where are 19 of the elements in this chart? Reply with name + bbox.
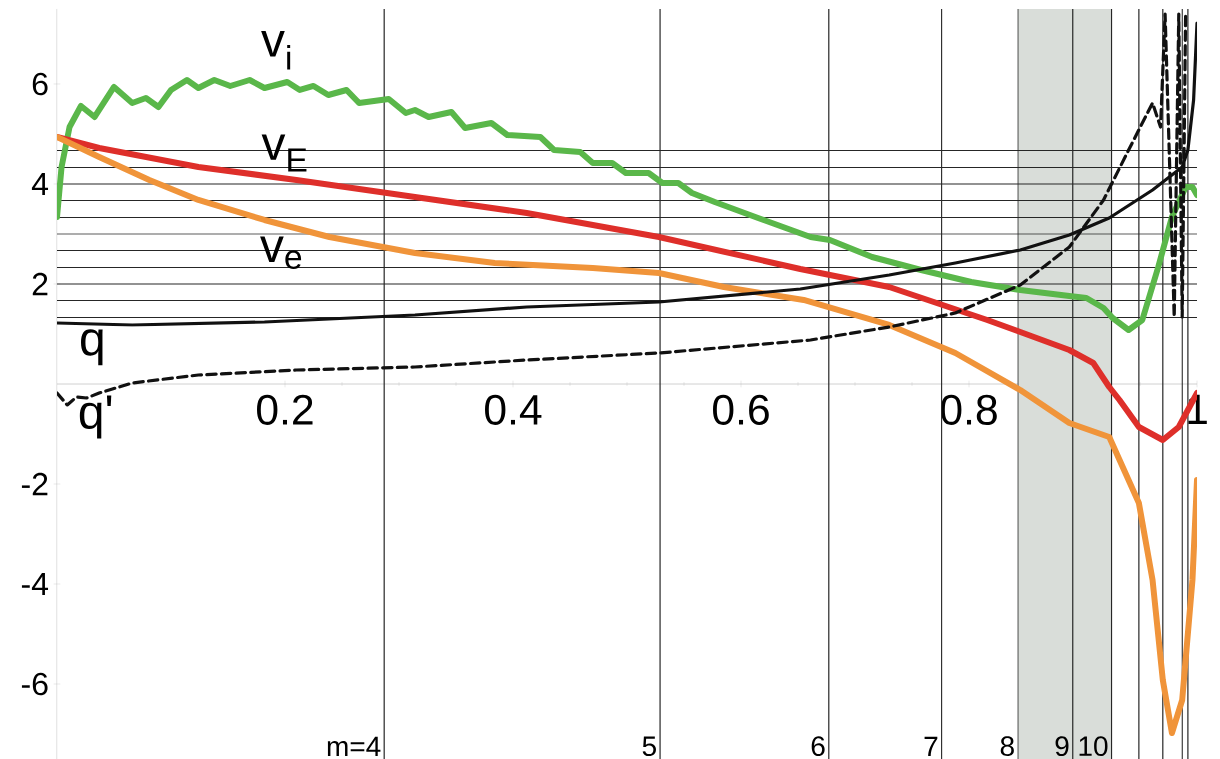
x-tick-label: 0.6 xyxy=(713,394,769,425)
annotation: 7 xyxy=(924,736,938,757)
annotation: v$_{i}$ xyxy=(261,31,291,70)
x-tick-label: 0.2 xyxy=(257,394,313,425)
y-tick-label: 6 xyxy=(32,72,48,96)
annotation: 6 xyxy=(811,736,825,757)
annotation: m=4 xyxy=(327,736,381,757)
annotation: q' xyxy=(79,395,112,439)
y-tick-label: -4 xyxy=(21,572,49,596)
y-tick-label: -2 xyxy=(21,472,48,496)
x-tick-label: 0.4 xyxy=(485,394,542,425)
annotation: 9 xyxy=(1055,736,1069,757)
y-tick-label: 4 xyxy=(31,172,49,195)
y-tick-label: -6 xyxy=(21,672,48,696)
annotation: q xyxy=(81,329,103,366)
annotation: 10 xyxy=(1079,736,1108,757)
y-tick-label: 2 xyxy=(32,272,48,296)
annotation: 8 xyxy=(1000,736,1014,757)
annotation: 5 xyxy=(642,736,656,757)
